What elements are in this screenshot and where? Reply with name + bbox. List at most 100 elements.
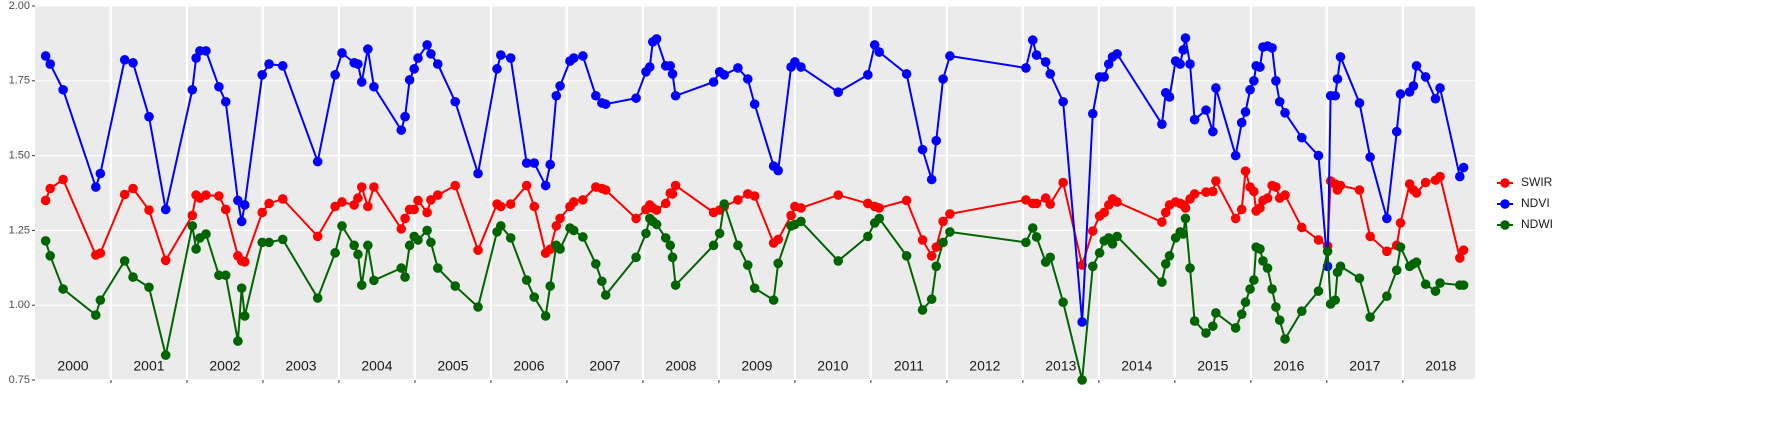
data-point: [1160, 207, 1171, 218]
data-point: [236, 283, 247, 293]
data-point: [505, 53, 516, 63]
data-point: [1411, 61, 1422, 71]
data-point: [369, 182, 379, 192]
data-point: [1391, 126, 1402, 137]
data-point: [1245, 284, 1255, 294]
data-point: [1430, 286, 1441, 296]
data-point: [404, 240, 415, 251]
data-point: [1236, 117, 1247, 128]
data-point: [257, 237, 268, 248]
data-point: [95, 248, 106, 258]
data-point: [670, 90, 681, 101]
data-point: [938, 237, 948, 248]
data-point: [545, 281, 556, 291]
data-point: [1027, 223, 1038, 233]
data-point: [1099, 72, 1109, 82]
data-point: [521, 180, 532, 191]
data-point: [422, 40, 432, 50]
data-point: [505, 199, 516, 209]
data-point: [337, 221, 347, 231]
data-point: [369, 275, 379, 286]
data-point: [1267, 284, 1277, 294]
data-point: [600, 185, 611, 195]
data-point: [404, 75, 415, 85]
data-point: [1354, 98, 1365, 108]
data-point: [1382, 246, 1392, 257]
data-point: [45, 59, 55, 69]
data-point: [1435, 278, 1445, 288]
data-point: [568, 197, 579, 207]
data-point: [1330, 90, 1340, 101]
data-point: [1391, 265, 1402, 275]
data-point: [1365, 152, 1375, 162]
data-point: [651, 205, 662, 215]
data-point: [667, 69, 678, 79]
data-point: [1094, 248, 1105, 258]
data-point: [869, 40, 880, 50]
data-point: [353, 59, 363, 69]
data-point: [1031, 232, 1042, 242]
data-point: [651, 219, 662, 230]
data-point: [257, 207, 268, 218]
data-point: [496, 50, 506, 60]
data-point: [1455, 171, 1465, 182]
data-point: [945, 209, 955, 219]
data-point: [749, 99, 760, 109]
data-point: [600, 99, 611, 109]
data-point: [409, 204, 419, 215]
data-point: [1455, 253, 1465, 263]
data-point: [160, 204, 171, 215]
data-point: [95, 295, 106, 305]
data-point: [540, 180, 551, 191]
data-point: [492, 64, 502, 74]
data-point: [349, 240, 359, 251]
data-point: [1189, 114, 1200, 125]
data-point: [1208, 186, 1218, 197]
data-point: [1255, 62, 1265, 72]
data-point: [874, 47, 885, 57]
data-point: [1112, 49, 1122, 59]
data-point: [1395, 242, 1406, 252]
legend-label: SWIR: [1521, 175, 1553, 189]
data-point: [413, 195, 423, 206]
data-point: [312, 293, 323, 303]
y-tick-label: 2.00: [9, 0, 30, 12]
data-point: [264, 237, 274, 248]
year-label: 2010: [817, 358, 848, 374]
data-point: [796, 62, 806, 72]
data-point: [363, 44, 373, 54]
data-point: [1335, 180, 1346, 191]
data-point: [1045, 252, 1056, 263]
data-point: [1313, 235, 1324, 245]
series-line: [44, 203, 1464, 381]
legend-label: NDVI: [1521, 196, 1550, 210]
data-point: [1208, 321, 1218, 331]
data-point: [1280, 108, 1290, 118]
data-point: [1180, 213, 1191, 224]
data-point: [938, 216, 948, 227]
data-point: [1262, 263, 1273, 273]
data-point: [90, 182, 101, 192]
data-point: [931, 242, 942, 252]
data-point: [432, 59, 443, 69]
data-point: [768, 295, 779, 305]
data-point: [796, 203, 806, 213]
data-point: [1267, 43, 1277, 53]
data-point: [337, 48, 347, 58]
data-point: [1262, 193, 1273, 203]
data-point: [1211, 176, 1221, 186]
data-point: [1313, 150, 1324, 161]
data-point: [144, 282, 154, 293]
data-point: [670, 180, 681, 191]
data-point: [58, 174, 68, 185]
data-point: [1211, 308, 1221, 318]
data-point: [917, 235, 928, 245]
data-point: [1189, 316, 1200, 326]
year-label: 2004: [361, 358, 392, 374]
data-point: [40, 51, 51, 61]
data-point: [426, 49, 436, 59]
data-point: [591, 259, 601, 269]
data-point: [1208, 126, 1218, 137]
data-point: [1255, 203, 1265, 213]
data-point: [90, 310, 101, 320]
